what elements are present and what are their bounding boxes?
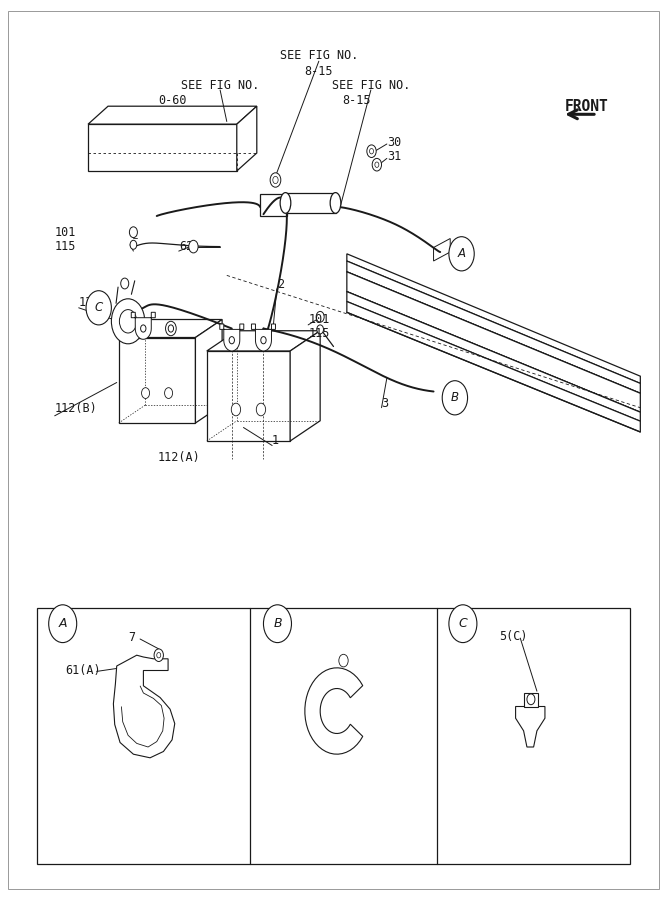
Polygon shape [347, 254, 640, 383]
Circle shape [121, 278, 129, 289]
Polygon shape [347, 302, 640, 432]
Ellipse shape [330, 193, 341, 213]
Text: 3: 3 [382, 397, 389, 410]
Polygon shape [251, 324, 275, 351]
Circle shape [256, 403, 265, 416]
Text: 5(C): 5(C) [499, 630, 528, 643]
Circle shape [168, 325, 173, 332]
Circle shape [370, 148, 374, 154]
Circle shape [154, 649, 163, 662]
Circle shape [165, 388, 173, 399]
Text: 115: 115 [55, 240, 76, 253]
Circle shape [191, 244, 195, 249]
Circle shape [316, 311, 324, 322]
Polygon shape [290, 331, 320, 441]
Circle shape [129, 227, 137, 238]
Text: 62: 62 [179, 240, 193, 253]
Text: 112(B): 112(B) [55, 402, 97, 415]
Polygon shape [347, 272, 640, 412]
Circle shape [130, 240, 137, 249]
Circle shape [375, 162, 379, 167]
Circle shape [442, 381, 468, 415]
Text: FRONT: FRONT [565, 99, 609, 113]
Polygon shape [207, 351, 290, 441]
Polygon shape [88, 106, 257, 124]
Text: A: A [59, 617, 67, 630]
Text: 6: 6 [321, 739, 329, 752]
Text: 8-15: 8-15 [343, 94, 371, 107]
Circle shape [372, 158, 382, 171]
Text: 1: 1 [272, 435, 279, 447]
Text: C: C [458, 617, 468, 630]
Circle shape [270, 173, 281, 187]
Text: 101: 101 [308, 313, 329, 326]
Polygon shape [195, 320, 222, 423]
Polygon shape [285, 193, 336, 213]
Polygon shape [347, 292, 640, 421]
Polygon shape [88, 124, 237, 171]
Circle shape [119, 310, 137, 333]
Text: 0-60: 0-60 [158, 94, 186, 107]
Circle shape [86, 291, 111, 325]
Circle shape [165, 321, 176, 336]
Circle shape [367, 145, 376, 158]
Ellipse shape [280, 193, 291, 213]
Polygon shape [347, 261, 640, 393]
Polygon shape [516, 706, 545, 747]
Polygon shape [113, 655, 175, 758]
Polygon shape [121, 686, 164, 747]
Text: SEE FIG NO.: SEE FIG NO. [279, 50, 358, 62]
Polygon shape [237, 106, 257, 171]
Circle shape [229, 337, 235, 344]
Circle shape [231, 403, 241, 416]
Circle shape [273, 176, 278, 184]
Polygon shape [305, 668, 363, 754]
Circle shape [226, 333, 237, 347]
Circle shape [189, 240, 198, 253]
Text: 112(A): 112(A) [157, 451, 200, 464]
Polygon shape [119, 338, 195, 423]
Circle shape [138, 321, 149, 336]
Text: 8-15: 8-15 [305, 65, 333, 77]
Polygon shape [260, 194, 287, 216]
Polygon shape [207, 331, 320, 351]
Text: 61(A): 61(A) [65, 664, 101, 677]
Text: 115: 115 [308, 328, 329, 340]
Text: 30: 30 [387, 136, 401, 149]
Circle shape [527, 694, 535, 705]
Text: A: A [458, 248, 466, 260]
Polygon shape [119, 320, 222, 338]
Polygon shape [524, 693, 538, 706]
Circle shape [317, 325, 323, 334]
Circle shape [141, 325, 146, 332]
Polygon shape [131, 312, 155, 339]
Text: 31: 31 [387, 150, 401, 163]
Circle shape [263, 605, 291, 643]
Circle shape [261, 337, 266, 344]
Circle shape [339, 654, 348, 667]
Text: B: B [273, 617, 281, 630]
Polygon shape [434, 238, 450, 261]
Text: 135: 135 [79, 296, 100, 309]
Bar [37, 608, 630, 864]
Text: SEE FIG NO.: SEE FIG NO. [181, 79, 259, 92]
Text: 2: 2 [277, 278, 284, 291]
Circle shape [449, 237, 474, 271]
Text: C: C [95, 302, 103, 314]
Circle shape [157, 652, 161, 658]
Circle shape [258, 333, 269, 347]
Text: 101: 101 [55, 226, 76, 239]
Circle shape [449, 605, 477, 643]
Text: SEE FIG NO.: SEE FIG NO. [331, 79, 410, 92]
Circle shape [141, 388, 149, 399]
Circle shape [111, 299, 145, 344]
Circle shape [49, 605, 77, 643]
Text: 7: 7 [128, 631, 135, 644]
Polygon shape [219, 324, 244, 351]
Text: B: B [451, 392, 459, 404]
